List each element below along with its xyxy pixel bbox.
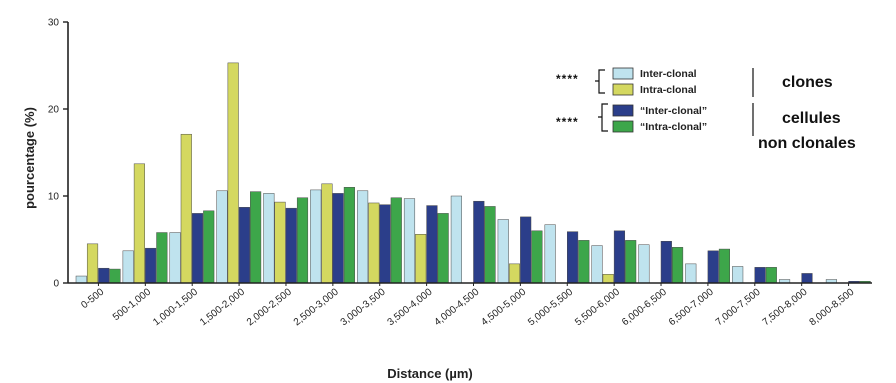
bar-s1-c9: [508, 263, 521, 284]
bar-s0-c6: [357, 190, 369, 284]
bar-s2-c6: [379, 204, 391, 284]
y-tick-label-3: 30: [48, 18, 60, 29]
x-tick-label-10: 5,000-5,500: [526, 286, 575, 328]
bar-s0-c1: [122, 250, 134, 284]
bar-s2-c2: [191, 213, 204, 284]
bar-s2-c3: [238, 207, 250, 284]
significance-stars-nonclonal: ****: [556, 115, 579, 129]
bar-s1-c6: [368, 202, 380, 284]
bar-s2-c5: [332, 193, 344, 284]
y-tick-label-0: 0: [53, 279, 59, 290]
x-tick-label-9: 4,500-5,000: [479, 286, 528, 328]
group-label-non-clonales: non clonales: [758, 135, 856, 152]
x-tick-label-6: 3,000-3,500: [339, 286, 388, 328]
bar-s0-c4: [263, 193, 275, 284]
legend-swatch-0: [612, 67, 634, 80]
x-tick-label-13: 6,500-7,000: [667, 286, 716, 328]
bar-s2-c0: [98, 267, 110, 284]
legend-swatch-1: [612, 83, 634, 96]
legend-items: Inter-clonal Intra-clonal “Inter-clonal” “I…: [612, 67, 707, 133]
bar-s2-c13: [707, 250, 719, 284]
y-tick-label-1: 10: [48, 192, 60, 203]
bar-s1-c11: [602, 274, 614, 284]
bar-s0-c12: [638, 244, 650, 284]
bar-s1-c0: [86, 243, 99, 284]
x-tick-label-7: 3,500-4,000: [386, 286, 435, 328]
bar-s2-c8: [473, 200, 485, 284]
bar-s0-c13: [685, 263, 697, 284]
bar-s1-c3: [227, 62, 239, 284]
bar-s0-c3: [216, 190, 228, 284]
bar-s2-c12: [660, 240, 672, 284]
x-tick-label-11: 5,500-6,000: [573, 286, 622, 328]
bar-s3-c5: [343, 187, 355, 284]
bar-s0-c7: [403, 198, 416, 284]
bar-s3-c6: [390, 197, 402, 284]
x-tick-label-3: 1,500-2,000: [198, 286, 247, 328]
bar-s0-c8: [450, 195, 462, 284]
bar-s3-c14: [765, 267, 777, 284]
bar-s0-c0: [75, 275, 87, 284]
bars-layer: [75, 62, 871, 284]
bar-s1-c2: [180, 133, 192, 284]
bar-s3-c1: [156, 232, 168, 284]
x-tick-label-12: 6,000-6,500: [620, 286, 669, 328]
legend-swatch-2: [612, 104, 634, 117]
y-tick-label-2: 20: [48, 105, 60, 116]
group-label-cellules: cellules: [782, 110, 841, 127]
bar-s2-c10: [567, 231, 579, 284]
x-tick-label-5: 2,500-3,000: [292, 286, 341, 328]
bar-s2-c7: [426, 205, 438, 284]
significance-stars-clones: ****: [556, 72, 579, 86]
bar-s2-c14: [754, 267, 766, 284]
x-tick-label-0: 0-500: [79, 286, 106, 311]
bar-s3-c10: [578, 240, 590, 284]
bar-s0-c11: [591, 245, 603, 284]
legend-label-3: “Intra-clonal”: [640, 121, 707, 133]
legend-swatch-3: [612, 120, 634, 133]
bar-s0-c14: [732, 266, 744, 284]
x-tick-label-8: 4,000-4,500: [433, 286, 482, 328]
bar-s0-c9: [497, 219, 509, 284]
bar-s3-c8: [484, 206, 496, 284]
bracket-clones: [595, 69, 605, 94]
bar-s1-c7: [415, 234, 427, 284]
legend-label-0: Inter-clonal: [640, 68, 697, 80]
bar-s3-c9: [531, 230, 543, 284]
bar-s0-c5: [310, 189, 322, 284]
bar-s0-c2: [169, 232, 181, 284]
bar-s2-c11: [613, 230, 626, 284]
legend-label-1: Intra-clonal: [640, 84, 697, 96]
bar-s1-c1: [133, 163, 145, 284]
bar-s3-c0: [109, 268, 121, 284]
x-tick-label-14: 7,000-7,500: [714, 286, 763, 328]
bar-s2-c4: [285, 207, 297, 284]
x-tick-label-2: 1,000-1,500: [151, 286, 200, 328]
bar-s3-c4: [296, 197, 309, 284]
bar-s3-c3: [250, 191, 262, 284]
bar-s3-c12: [672, 247, 684, 284]
x-tick-label-1: 500-1,000: [111, 286, 154, 323]
bar-s0-c10: [544, 224, 556, 284]
legend-label-2: “Inter-clonal”: [640, 105, 707, 117]
bar-s1-c5: [321, 183, 333, 284]
x-tick-label-16: 8,000-8,500: [808, 286, 857, 328]
bar-s3-c2: [203, 210, 215, 284]
bar-s2-c15: [801, 273, 813, 284]
y-axis-title: pourcentage (%): [22, 107, 37, 209]
x-tick-label-4: 2,000-2,500: [245, 286, 294, 328]
x-axis-title: Distance (µm): [387, 366, 473, 381]
bracket-nonclonal: [598, 103, 608, 132]
bar-s3-c13: [718, 248, 731, 284]
x-tick-label-15: 7,500-8,000: [761, 286, 810, 328]
bar-s3-c11: [625, 240, 637, 284]
legend: **** **** Inter-clonal Intra-clonal “Inter…: [556, 67, 856, 152]
bar-s3-c7: [437, 213, 449, 284]
bar-s1-c4: [274, 201, 286, 284]
group-label-clones: clones: [782, 74, 833, 91]
bar-s2-c1: [145, 247, 157, 284]
bar-s2-c9: [520, 216, 532, 284]
